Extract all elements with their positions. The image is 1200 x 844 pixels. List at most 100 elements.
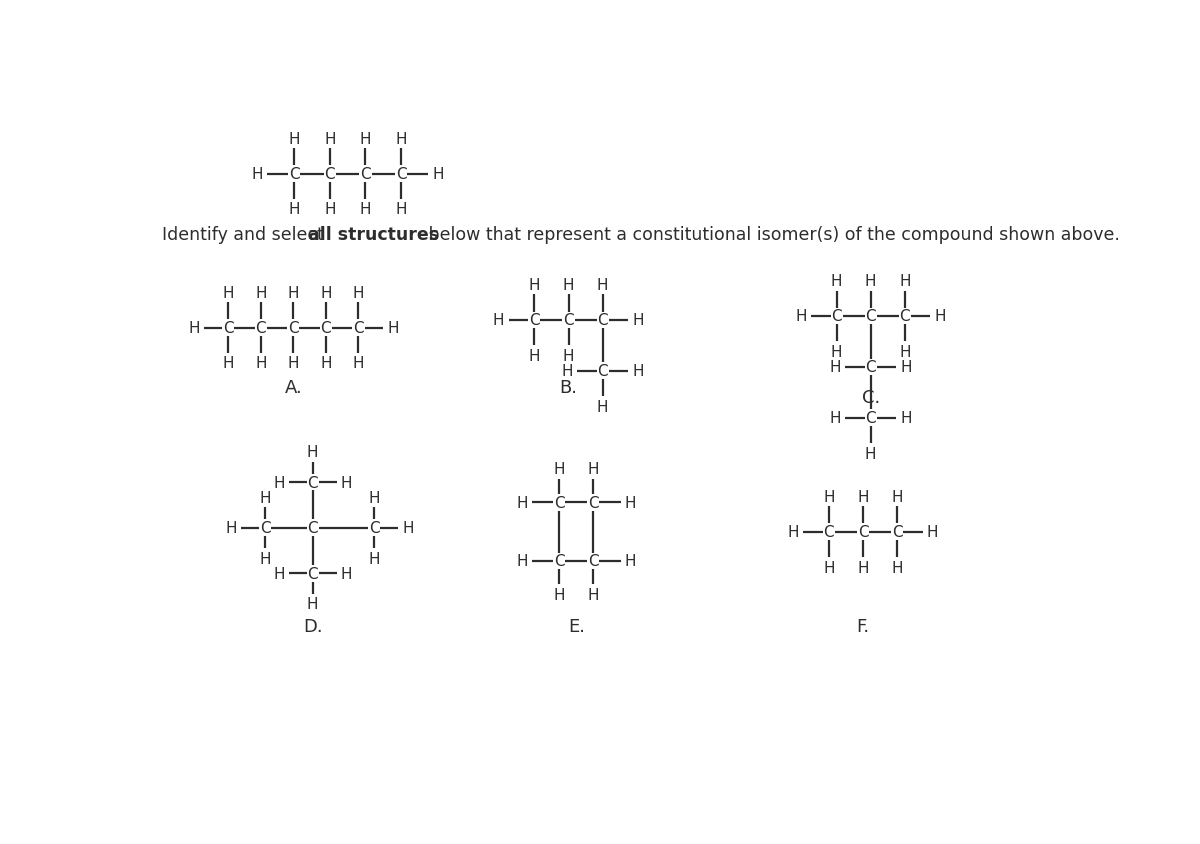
Text: H: H	[596, 399, 608, 414]
Text: H: H	[829, 360, 841, 375]
Text: H: H	[324, 203, 336, 217]
Text: A.: A.	[284, 378, 302, 397]
Text: H: H	[252, 167, 263, 181]
Text: H: H	[188, 321, 199, 336]
Text: H: H	[553, 587, 565, 602]
Text: H: H	[857, 560, 869, 575]
Text: C: C	[865, 360, 876, 375]
Text: H: H	[787, 524, 799, 539]
Text: H: H	[320, 285, 331, 300]
Text: H: H	[516, 495, 528, 511]
Text: H: H	[588, 587, 599, 602]
Text: C: C	[554, 495, 564, 511]
Text: C: C	[256, 321, 266, 336]
Text: H: H	[288, 356, 299, 371]
Text: E.: E.	[568, 618, 584, 636]
Text: H: H	[288, 203, 300, 217]
Text: C: C	[598, 313, 608, 328]
Text: H: H	[596, 278, 608, 293]
Text: H: H	[892, 490, 902, 504]
Text: H: H	[901, 360, 912, 375]
Text: H: H	[368, 490, 380, 506]
Text: H: H	[256, 285, 266, 300]
Text: H: H	[632, 313, 644, 328]
Text: H: H	[625, 554, 636, 569]
Text: H: H	[857, 490, 869, 504]
Text: H: H	[259, 490, 271, 506]
Text: H: H	[395, 203, 407, 217]
Text: H: H	[529, 349, 540, 363]
Text: H: H	[288, 285, 299, 300]
Text: C: C	[892, 524, 902, 539]
Text: H: H	[222, 285, 234, 300]
Text: C: C	[588, 495, 599, 511]
Text: below that represent a constitutional isomer(s) of the compound shown above.: below that represent a constitutional is…	[422, 225, 1120, 243]
Text: B.: B.	[559, 378, 577, 397]
Text: C: C	[900, 309, 910, 324]
Text: H: H	[368, 551, 380, 566]
Text: C: C	[259, 521, 270, 536]
Text: H: H	[899, 273, 911, 289]
Text: D.: D.	[302, 618, 323, 636]
Text: H: H	[256, 356, 266, 371]
Text: H: H	[823, 490, 835, 504]
Text: C: C	[563, 313, 574, 328]
Text: H: H	[353, 356, 365, 371]
Text: H: H	[796, 309, 806, 324]
Text: H: H	[259, 551, 271, 566]
Text: H: H	[865, 273, 876, 289]
Text: H: H	[341, 566, 353, 582]
Text: H: H	[588, 462, 599, 477]
Text: H: H	[563, 349, 575, 363]
Text: H: H	[529, 278, 540, 293]
Text: C: C	[529, 313, 540, 328]
Text: C: C	[288, 321, 299, 336]
Text: C: C	[823, 524, 834, 539]
Text: H: H	[625, 495, 636, 511]
Text: H: H	[222, 356, 234, 371]
Text: H: H	[432, 167, 444, 181]
Text: H: H	[865, 446, 876, 461]
Text: H: H	[935, 309, 947, 324]
Text: H: H	[899, 344, 911, 360]
Text: H: H	[632, 364, 644, 379]
Text: C: C	[324, 167, 335, 181]
Text: C: C	[353, 321, 364, 336]
Text: H: H	[395, 132, 407, 147]
Text: H: H	[892, 560, 902, 575]
Text: C: C	[858, 524, 869, 539]
Text: Identify and select: Identify and select	[162, 225, 329, 243]
Text: H: H	[388, 321, 398, 336]
Text: H: H	[320, 356, 331, 371]
Text: C: C	[307, 521, 318, 536]
Text: all structures: all structures	[308, 225, 439, 243]
Text: H: H	[226, 521, 236, 536]
Text: H: H	[307, 445, 318, 460]
Text: C: C	[320, 321, 331, 336]
Text: H: H	[829, 411, 841, 425]
Text: H: H	[830, 273, 842, 289]
Text: C: C	[307, 475, 318, 490]
Text: H: H	[830, 344, 842, 360]
Text: H: H	[274, 566, 284, 582]
Text: H: H	[360, 203, 371, 217]
Text: H: H	[493, 313, 504, 328]
Text: F.: F.	[857, 618, 870, 636]
Text: C: C	[360, 167, 371, 181]
Text: C: C	[832, 309, 842, 324]
Text: H: H	[516, 554, 528, 569]
Text: C: C	[865, 411, 876, 425]
Text: C: C	[598, 364, 608, 379]
Text: H: H	[928, 524, 938, 539]
Text: H: H	[563, 278, 575, 293]
Text: H: H	[823, 560, 835, 575]
Text: H: H	[324, 132, 336, 147]
Text: H: H	[341, 475, 353, 490]
Text: C: C	[289, 167, 300, 181]
Text: C: C	[307, 566, 318, 582]
Text: H: H	[562, 364, 572, 379]
Text: H: H	[274, 475, 284, 490]
Text: C: C	[368, 521, 379, 536]
Text: C: C	[588, 554, 599, 569]
Text: C: C	[554, 554, 564, 569]
